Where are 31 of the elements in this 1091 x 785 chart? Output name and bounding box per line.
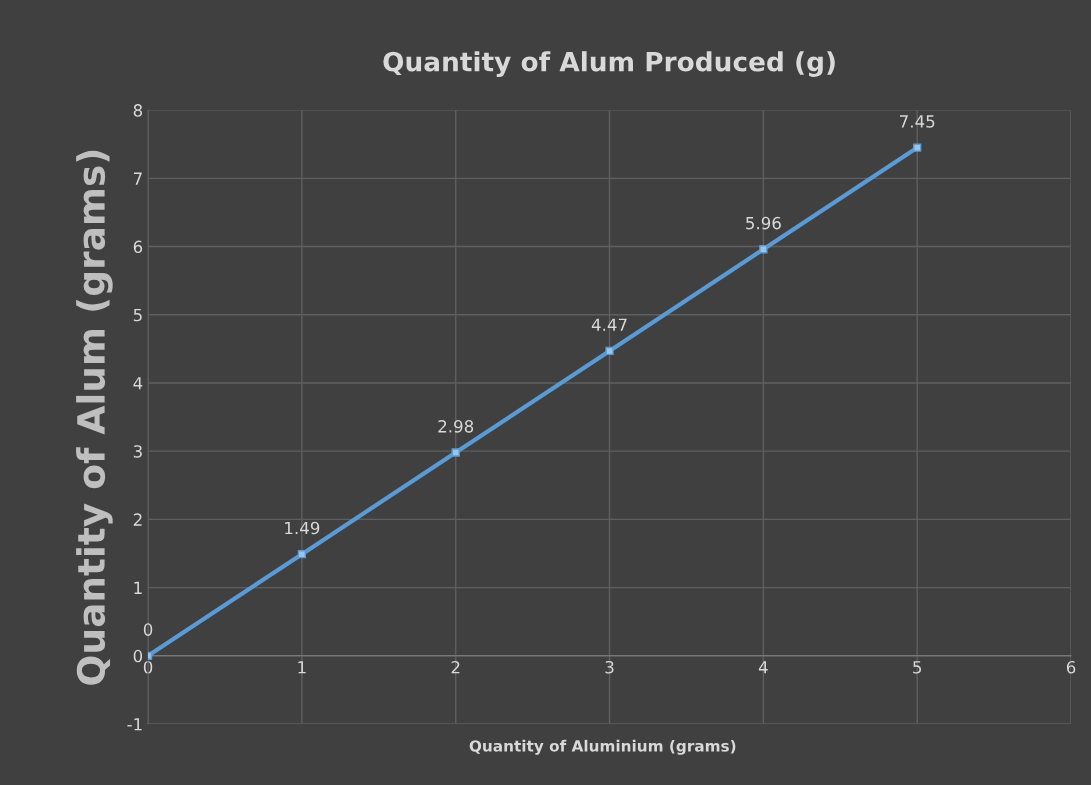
point bbox=[297, 550, 307, 559]
y-axis-title: Quantity of Alum (grams) bbox=[76, 150, 113, 685]
y-tick-label: 1 bbox=[134, 581, 142, 594]
data-label: 2.98 bbox=[438, 420, 474, 433]
x-tick-label: 4 bbox=[758, 661, 768, 674]
y-tick-label: 0 bbox=[133, 649, 143, 663]
x-tick-label: 2 bbox=[451, 660, 460, 674]
data-label: 0 bbox=[143, 623, 153, 636]
x-tick-label: 6 bbox=[1066, 660, 1076, 674]
data-label: 1.49 bbox=[285, 521, 320, 535]
x-tick-label: 3 bbox=[605, 660, 614, 674]
x-tick-label: 1 bbox=[298, 661, 306, 674]
point bbox=[451, 448, 460, 457]
point bbox=[605, 346, 614, 356]
data-label: 5.96 bbox=[746, 216, 781, 230]
point bbox=[759, 245, 768, 254]
y-tick-label: 4 bbox=[133, 377, 143, 390]
y-tick-label: -1 bbox=[127, 718, 142, 731]
data-label: 7.45 bbox=[900, 115, 935, 128]
y-tick-label: 7 bbox=[133, 172, 142, 185]
y-tick-label: 5 bbox=[133, 308, 142, 322]
data-label: 4.47 bbox=[591, 318, 627, 331]
y-tick-label: 2 bbox=[133, 513, 142, 526]
point bbox=[913, 143, 922, 152]
chart-title: Quantity of Alum Produced (g) bbox=[383, 51, 835, 77]
x-tick-label: 0 bbox=[143, 660, 153, 674]
x-tick-label: 5 bbox=[913, 661, 922, 674]
x-axis-title: Quantity of Aluminium (grams) bbox=[469, 739, 736, 755]
y-tick-label: 6 bbox=[133, 240, 143, 254]
y-tick-label: 8 bbox=[133, 104, 143, 117]
y-tick-label: 3 bbox=[133, 445, 142, 458]
